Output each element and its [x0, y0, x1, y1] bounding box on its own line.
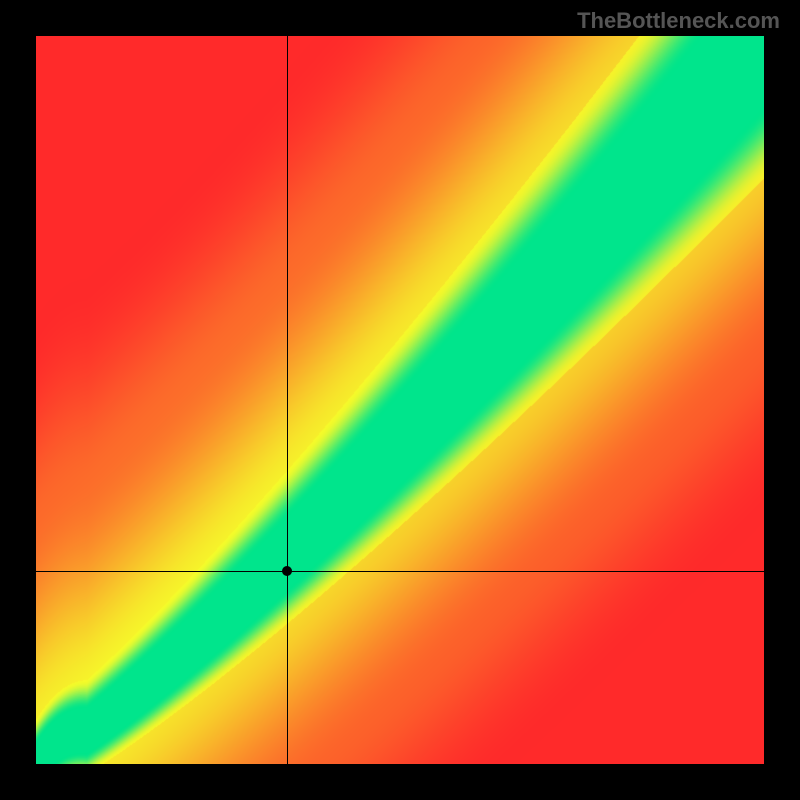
heatmap-plot — [36, 36, 764, 764]
watermark-text: TheBottleneck.com — [577, 8, 780, 34]
marker-dot — [282, 566, 292, 576]
heatmap-canvas — [36, 36, 764, 764]
crosshair-vertical — [287, 36, 288, 764]
crosshair-horizontal — [36, 571, 764, 572]
